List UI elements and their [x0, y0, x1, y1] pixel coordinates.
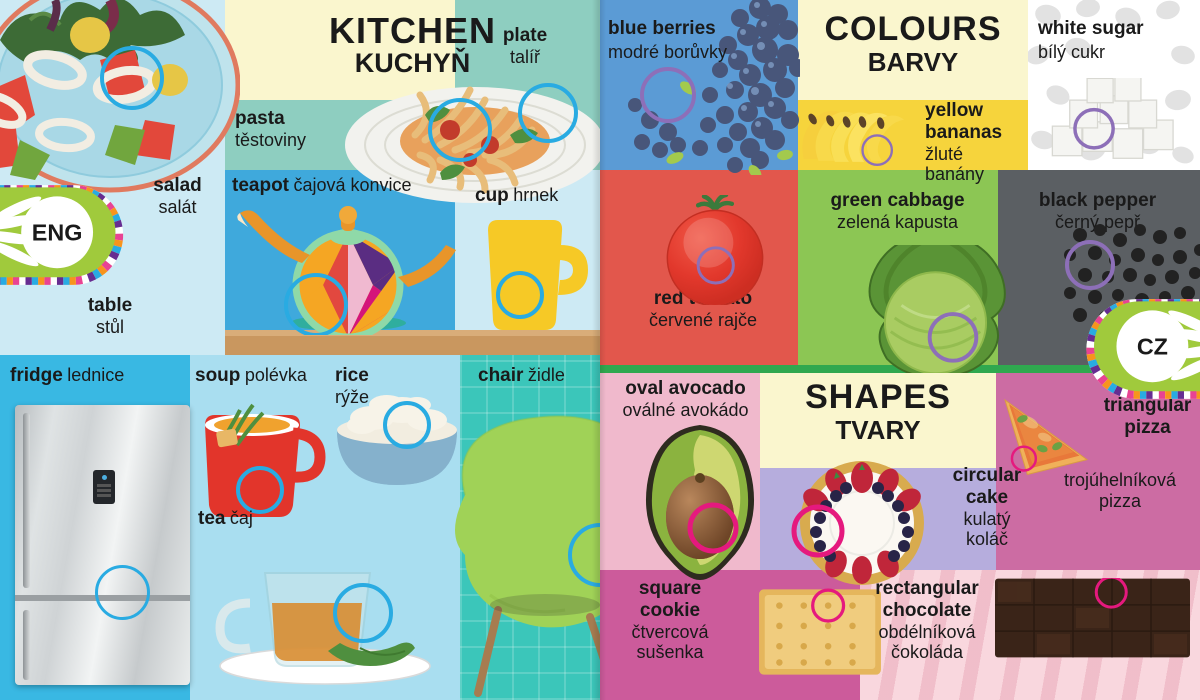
- svg-text:ENG: ENG: [32, 219, 83, 245]
- svg-text:CZ: CZ: [1137, 333, 1168, 359]
